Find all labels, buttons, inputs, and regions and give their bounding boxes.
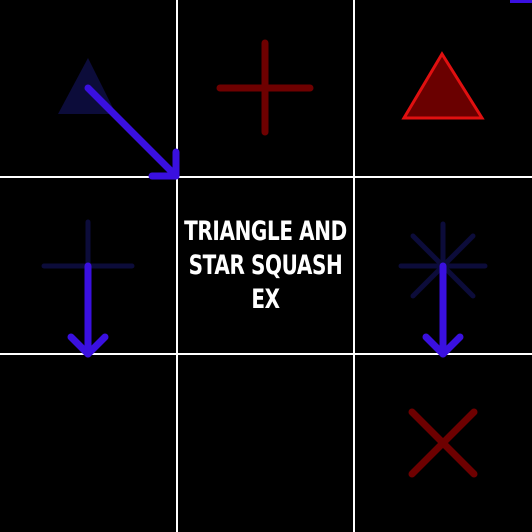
cell-bottom-left[interactable] bbox=[0, 354, 177, 532]
red-triangle-piece bbox=[401, 51, 485, 120]
move-arrow-diagonal bbox=[84, 84, 180, 180]
corner-marker bbox=[510, 0, 532, 3]
move-arrow-down-left bbox=[67, 262, 109, 358]
move-arrow-down-right bbox=[422, 262, 464, 358]
cell-bottom-middle[interactable] bbox=[177, 354, 354, 532]
cell-center[interactable] bbox=[177, 177, 354, 354]
red-plus-piece bbox=[216, 39, 314, 136]
red-cross-piece bbox=[408, 408, 478, 478]
